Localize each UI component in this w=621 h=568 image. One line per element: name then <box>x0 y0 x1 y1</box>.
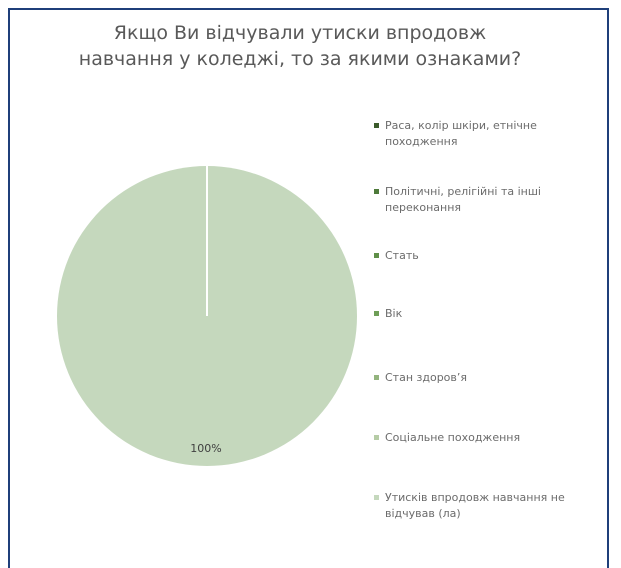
legend-label: Стан здоров’я <box>385 371 468 384</box>
legend-label: Політичні, релігійні та інші переконання <box>385 185 541 214</box>
legend-swatch <box>374 495 379 500</box>
legend-swatch <box>374 189 379 194</box>
legend-item: Політичні, релігійні та інші переконання <box>374 184 585 216</box>
legend-item: Вік <box>374 306 585 322</box>
legend-swatch <box>374 253 379 258</box>
legend-swatch <box>374 123 379 128</box>
legend-item: Раса, колір шкіри, етнічне походження <box>374 118 585 150</box>
legend-label: Вік <box>385 307 403 320</box>
chart-title: Якщо Ви відчували утиски впродовж навчан… <box>78 22 522 70</box>
data-label: 100% <box>190 442 221 455</box>
legend-swatch <box>374 375 379 380</box>
legend-label: Раса, колір шкіри, етнічне походження <box>385 119 537 148</box>
legend-swatch <box>374 311 379 316</box>
legend-item: Утисків впродовж навчання не відчував (л… <box>374 490 585 522</box>
legend-item: Стать <box>374 248 585 264</box>
legend-item: Соціальне походження <box>374 430 585 446</box>
legend-swatch <box>374 435 379 440</box>
legend-item: Стан здоров’я <box>374 370 585 386</box>
legend-label: Стать <box>385 249 419 262</box>
legend-label: Утисків впродовж навчання не відчував (л… <box>385 491 565 520</box>
legend-label: Соціальне походження <box>385 431 521 444</box>
